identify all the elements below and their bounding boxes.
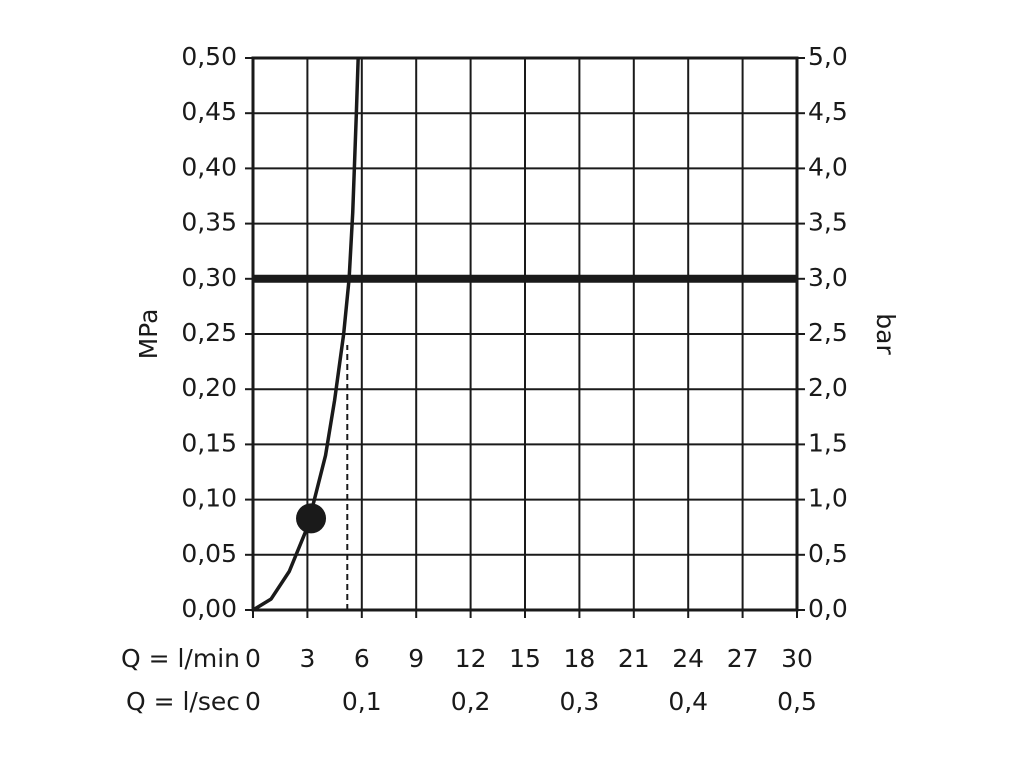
y2-tick-label: 4,0	[808, 152, 848, 181]
y-tick-label: 0,30	[181, 263, 237, 292]
y-axis-label: MPa	[134, 309, 163, 360]
y2-tick-label: 2,0	[808, 373, 848, 402]
x-tick-label: 24	[672, 644, 704, 673]
y-tick-label: 0,20	[181, 373, 237, 402]
operating-point	[296, 503, 327, 534]
y2-tick-label: 1,5	[808, 428, 848, 457]
y-tick-label: 0,35	[181, 208, 237, 237]
x2-tick-label: 0	[245, 687, 261, 716]
x-tick-label: 30	[781, 644, 813, 673]
x2-tick-label: 0,2	[451, 687, 491, 716]
y2-tick-label: 3,5	[808, 208, 848, 237]
curve	[252, 57, 360, 612]
x2-axis-label: Q = l/sec	[126, 687, 240, 716]
x-tick-label: 27	[727, 644, 759, 673]
y-tick-label: 0,00	[181, 594, 237, 623]
y-tick-label: 0,50	[181, 42, 237, 71]
x-tick-label: 9	[408, 644, 424, 673]
y2-tick-label: 2,5	[808, 318, 848, 347]
x-tick-label: 0	[245, 644, 261, 673]
x-axis-label: Q = l/min	[121, 644, 240, 673]
y2-tick-label: 1,0	[808, 484, 848, 513]
y-tick-label: 0,25	[181, 318, 237, 347]
y-tick-label: 0,05	[181, 539, 237, 568]
x2-tick-label: 0,3	[560, 687, 600, 716]
y-tick-label: 0,40	[181, 152, 237, 181]
y2-axis-label: bar	[871, 313, 900, 355]
x-tick-label: 3	[299, 644, 315, 673]
x-tick-label: 15	[509, 644, 541, 673]
y2-tick-label: 4,5	[808, 97, 848, 126]
plot-frame	[251, 56, 799, 612]
x-tick-label: 6	[354, 644, 370, 673]
x-tick-label: 12	[455, 644, 487, 673]
y2-tick-label: 0,0	[808, 594, 848, 623]
y2-tick-label: 5,0	[808, 42, 848, 71]
y2-tick-label: 3,0	[808, 263, 848, 292]
y-tick-label: 0,10	[181, 484, 237, 513]
y-tick-label: 0,15	[181, 428, 237, 457]
x-tick-label: 18	[563, 644, 595, 673]
x-tick-label: 21	[618, 644, 650, 673]
y2-tick-label: 0,5	[808, 539, 848, 568]
x2-tick-label: 0,5	[777, 687, 817, 716]
x2-tick-label: 0,4	[668, 687, 708, 716]
x2-tick-label: 0,1	[342, 687, 382, 716]
y-tick-label: 0,45	[181, 97, 237, 126]
